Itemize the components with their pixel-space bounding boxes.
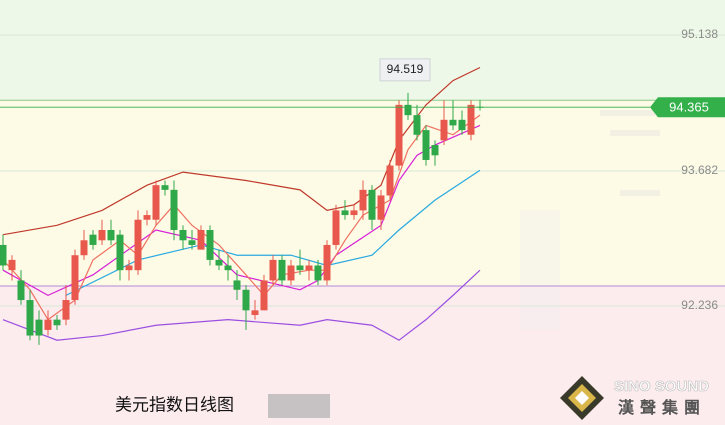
candle-body [161,185,169,190]
candle-body [233,280,241,290]
plot: 95.138 93.682 92.236 94.519 94.365 [0,27,725,345]
candle-body [116,234,124,271]
candle-body [296,265,304,271]
candle-body [89,234,97,245]
overlay-line [2,124,481,297]
overlay-line [2,269,481,341]
candle-body [62,300,70,320]
candle-body [332,210,340,245]
last-price-label: 94.365 [669,100,709,115]
candle-body [422,130,430,160]
candle-body [305,265,313,271]
candle-body [395,104,403,166]
candle-body [188,240,196,245]
candle-body [458,119,466,131]
candle-body [314,265,322,281]
max-marker-box [379,58,431,82]
candle-body [197,230,205,250]
candle-body [431,145,439,156]
candle-body [80,240,88,256]
blur-box [268,394,330,418]
candle-body [386,165,394,196]
candle-body [215,259,223,266]
candle-body [287,265,295,281]
candle-body [44,319,52,330]
decor-bar [600,110,660,116]
candle-body [125,265,133,271]
overlay-line [2,66,481,236]
decor [520,110,660,330]
candle-body [134,219,142,271]
logo-diamond-core [575,391,589,405]
candle-body [359,189,367,211]
candle-body [341,210,349,216]
chart-title: 美元指数日线图 [115,395,234,414]
zone [0,286,725,425]
candle-body [107,230,115,241]
max-marker-label: 94.519 [387,62,424,76]
candle-body [98,230,106,241]
candle-body [53,319,61,326]
candle-body [179,230,187,241]
candle-body [404,104,412,116]
candle-body [206,230,214,260]
candle-body [152,185,160,220]
candle-body [467,104,475,135]
candle-body [269,259,277,281]
candle-body [170,189,178,231]
last-price-tag [650,97,725,118]
candle-body [260,280,268,311]
y-tick-label: 92.236 [681,298,718,312]
candle-body [440,119,448,141]
candle-body [0,244,7,266]
decor-block [520,210,560,330]
candle-body [71,255,79,301]
candle-body [413,115,421,135]
candle-body [35,319,43,336]
candle-body [8,259,16,271]
zone [0,0,725,101]
candle-body [17,280,25,301]
candle-body [323,244,331,281]
overlay-line [2,114,481,321]
candle-body [368,189,376,220]
candle-body [377,195,385,220]
logo: SINO SOUND 漢聲集團 [560,376,709,420]
candle-body [242,289,250,311]
candle-body [26,300,34,336]
logo-text: SINO SOUND [614,378,709,395]
candle-body [350,210,358,216]
candle-body [224,265,232,271]
y-tick-label: 93.682 [681,163,718,177]
candle-body [251,310,259,315]
candle-body [449,119,457,126]
logo-subtext: 漢聲集團 [618,398,706,417]
y-tick-label: 95.138 [681,27,718,41]
candle-body [143,215,151,220]
decor-bar [620,190,660,196]
decor-bar [610,130,660,136]
candle-body [278,259,286,281]
